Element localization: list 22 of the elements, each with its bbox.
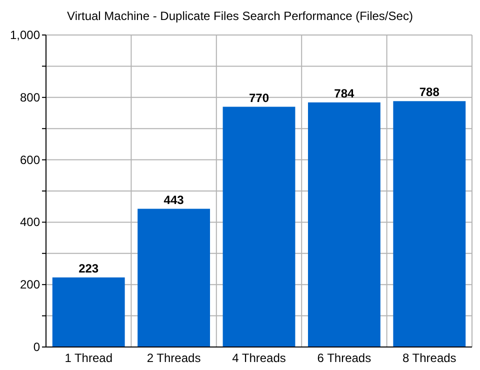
y-tick-label: 0 xyxy=(33,340,40,354)
y-tick-label: 1,000 xyxy=(10,28,40,42)
bar xyxy=(308,102,380,347)
x-tick-label: 2 Threads xyxy=(146,351,201,365)
bar xyxy=(222,106,296,347)
data-label: 223 xyxy=(78,261,99,276)
bar xyxy=(52,277,125,347)
x-tick-label: 8 Threads xyxy=(402,351,456,365)
y-tick-label: 400 xyxy=(20,215,40,230)
y-tick-label: 800 xyxy=(20,90,40,104)
data-label: 784 xyxy=(334,86,355,100)
y-tick-label: 600 xyxy=(20,152,40,167)
bar xyxy=(393,101,466,347)
chart-title: Virtual Machine - Duplicate Files Search Performance (Files/Sec) xyxy=(67,9,413,23)
x-tick-label: 6 Threads xyxy=(317,351,372,365)
x-tick-label: 1 Thread xyxy=(64,351,113,365)
y-tick-label: 200 xyxy=(20,278,40,292)
data-label: 788 xyxy=(419,85,440,100)
data-label: 443 xyxy=(164,192,184,207)
x-tick-label: 4 Threads xyxy=(232,351,286,365)
bar xyxy=(138,208,210,347)
data-label: 770 xyxy=(248,90,270,105)
